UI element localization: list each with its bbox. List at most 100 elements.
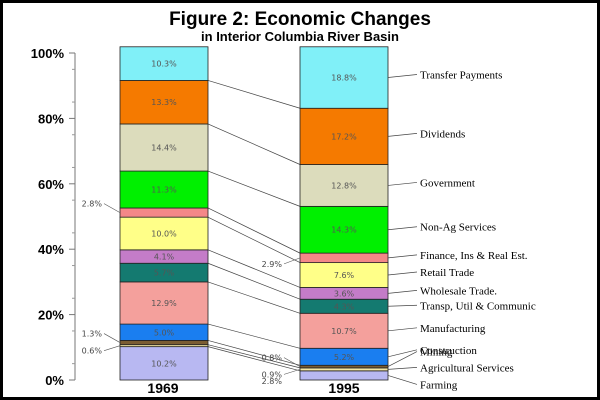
legend-leader-line [387,289,418,294]
legend: Farming Agricultural Services MiningConstr… [387,70,536,391]
segment-value-label: 2.9% [262,260,283,269]
legend-leader-line [387,349,418,358]
x-tick-label-1969: 1969 [147,380,178,394]
connector-line [207,262,301,300]
connector-line [207,123,301,165]
bar-segment [299,252,389,264]
segment-value-label: 10.0% [151,230,177,239]
segment-value-label: 10.7% [331,327,357,336]
chart-title: Figure 2: Economic Changes [169,9,431,30]
label-leader-line [103,203,121,213]
legend-leader-line [387,367,418,370]
bar-segment [299,367,389,372]
legend-label: Transfer Payments [420,70,502,82]
legend-leader-line [387,271,418,276]
bar-segment [119,216,209,251]
legend-label: Finance, Ins & Real Est. [420,250,528,262]
connector-line [207,344,301,369]
segment-value-label: 7.6% [334,271,355,280]
segment-value-label: 14.3% [331,226,357,235]
legend-label: Wholesale Trade. [420,285,497,297]
legend-label: Government [420,177,475,189]
x-tick-label-1995: 1995 [328,380,359,394]
segment-value-label: 0.8% [262,354,283,363]
bar-segment [299,312,389,349]
label-leader-line [283,357,301,367]
segment-value-label: 0.6% [82,347,103,356]
segment-value-label: 5.2% [334,353,355,362]
legend-label: Dividends [420,128,465,140]
bar-segment [299,262,389,288]
label-leader-line [283,257,301,265]
bar-segment [299,205,389,254]
segment-value-label: 1.3% [82,330,103,339]
label-leader-line [283,369,301,375]
legend-leader-line [387,304,418,307]
bar-segment [119,123,209,172]
legend-leader-line [387,254,418,259]
label-leader-line [103,345,121,351]
connector-lines [207,80,301,372]
label-leader-line [103,333,121,343]
segment-value-label: 4.1% [154,253,175,262]
y-tick-label: 20% [38,308,64,323]
bar-segment [119,346,209,381]
segment-value-label: 0.9% [262,370,283,379]
legend-label: Agricultural Services [420,362,514,374]
chart-frame: Figure 2: Economic Changes in Interior C… [3,3,597,397]
legend-label: Non-Ag Services [420,222,496,234]
legend-label: Mining [420,347,453,359]
bar-segment [299,46,389,109]
y-tick-label: 0% [45,373,64,388]
segment-value-label: 5.7% [154,269,175,278]
bar-segment [119,207,209,218]
bar-segment [299,370,389,381]
segment-value-label: 12.8% [331,181,357,190]
y-tick-label: 80% [38,111,64,126]
bar-segment [119,170,209,209]
legend-leader-line [387,375,418,385]
segment-value-label: 14.4% [151,144,177,153]
connector-line [207,207,301,254]
bar-segment [299,164,389,207]
connector-line [207,216,301,263]
segment-value-label: 10.3% [151,60,177,69]
connector-line [207,80,301,109]
segment-value-label: 10.2% [151,359,177,368]
segment-value-label: 4.3% [334,302,355,311]
segment-value-label: 5.0% [154,328,175,337]
chart: Figure 2: Economic Changes in Interior C… [31,9,536,394]
segment-value-label: 3.6% [334,289,355,298]
legend-label: Construction [420,345,477,357]
segment-value-label: 12.9% [151,299,177,308]
segment-value-label: 2.8% [82,200,103,209]
y-tick-label: 60% [38,177,64,192]
legend-label: Manufacturing [420,323,486,335]
connector-line [207,340,301,366]
connector-line [207,346,301,372]
segment-value-label: 2.8% [262,377,283,386]
legend-leader-line [387,74,418,78]
legend-leader-line [387,226,418,231]
legend-leader-line [387,182,418,186]
bars: 10.2% 0.6% 1.3% 5.0% 12.9% 5.7% 4.1% 10.0% 2.8% 1… [82,46,389,386]
bar-segment [119,340,209,346]
legend-label: Retail Trade [420,267,474,279]
chart-subtitle: in Interior Columbia River Basin [201,29,399,44]
connector-line [207,249,301,288]
y-tick-label: 40% [38,242,64,257]
legend-leader-line [387,327,418,332]
connector-line [207,323,301,349]
legend-leader-line [387,351,418,367]
connector-line [207,281,301,314]
connector-line [207,170,301,207]
segment-value-label: 11.3% [151,186,177,195]
y-axis: 0% 20% 40% 60% 80% 100% [31,46,76,388]
legend-label: Farming [420,379,458,391]
segment-value-label: 13.3% [151,98,177,107]
bar-segment [119,281,209,325]
bar-segment [119,46,209,81]
segment-value-label: 18.8% [331,74,357,83]
bar-segment [119,80,209,125]
segment-value-label: 17.2% [331,132,357,141]
